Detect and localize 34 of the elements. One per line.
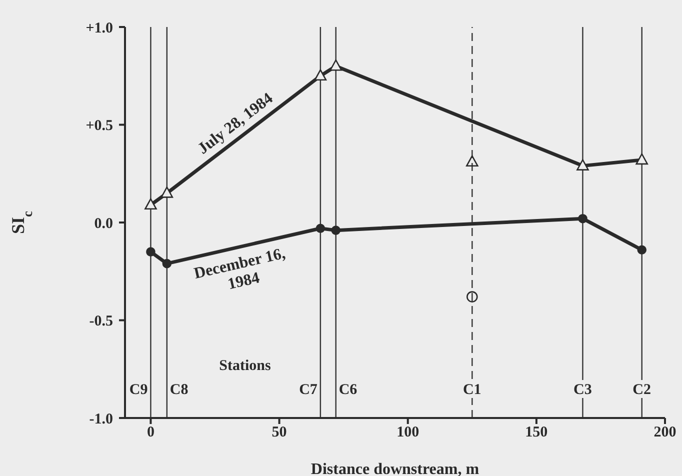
ref-line-label: C1 <box>462 382 482 398</box>
ref-line-label: C6 <box>338 382 358 398</box>
point <box>636 153 648 165</box>
ref-line-label: C8 <box>170 382 188 398</box>
y-tick-label: 0.0 <box>94 216 113 232</box>
x-tick-label: 0 <box>146 424 154 441</box>
point <box>466 155 478 167</box>
point <box>576 159 589 170</box>
ref-line-label: C2 <box>632 382 652 398</box>
y-tick-label: -0.5 <box>89 314 113 330</box>
point <box>316 224 326 234</box>
x-tick-label: 150 <box>525 424 548 441</box>
point <box>330 59 342 71</box>
point <box>144 198 157 210</box>
point <box>578 214 588 224</box>
point <box>162 258 172 268</box>
text: July 28, 1984 <box>194 90 276 158</box>
point <box>637 245 647 255</box>
x-tick-label: 200 <box>654 424 676 441</box>
y-tick-label: -1.0 <box>89 411 113 428</box>
ref-line-label: C7 <box>299 382 318 398</box>
point <box>160 186 174 198</box>
point <box>331 226 341 235</box>
y-tick-label: +1.0 <box>86 20 113 36</box>
x-tick-label: 100 <box>396 424 420 441</box>
point <box>314 69 327 81</box>
ref-line-label: C3 <box>574 382 592 398</box>
annotation: Stations <box>219 358 271 374</box>
y-tick-label: +0.5 <box>86 118 113 134</box>
point <box>146 247 156 256</box>
x-tick-label: 50 <box>272 424 287 441</box>
text: December 16, 1984 <box>192 245 287 294</box>
ref-line-label: C9 <box>129 382 148 398</box>
point <box>466 291 478 302</box>
